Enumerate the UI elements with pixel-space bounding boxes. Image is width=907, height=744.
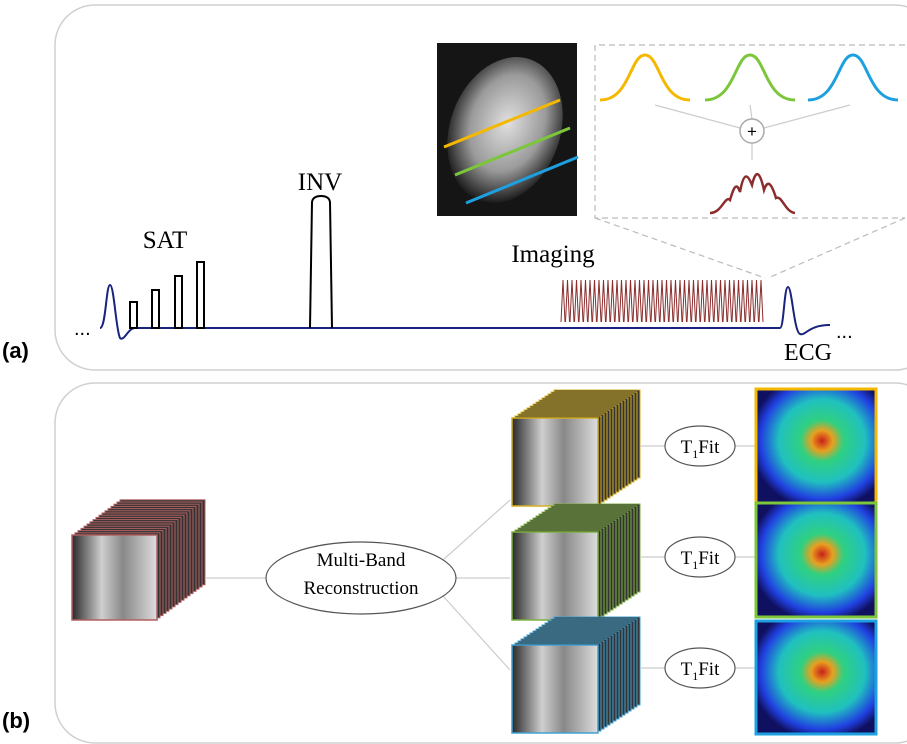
imaging-pulse [593,280,597,322]
imaging-pulse [660,280,664,322]
imaging-pulse [728,280,732,322]
panel-label: (a) [2,338,29,363]
imaging-pulse [579,280,583,322]
multiband-pulse [710,174,795,213]
imaging-pulse [570,280,574,322]
imaging-pulse [746,280,750,322]
t1fit-label: T1Fit [681,437,720,461]
figure: (a) ... ... SAT INV Imaging ECG + (b) Mu… [0,0,907,744]
reconstruction-label: Reconstruction [303,578,419,599]
imaging-pulses [561,280,763,322]
imaging-pulse [638,280,642,322]
ellipsis: ... [74,318,91,340]
imaging-pulse [719,280,723,322]
stack-frame [72,535,157,620]
inv-pulse [310,196,332,328]
imaging-pulse [647,280,651,322]
imaging-pulse [642,280,646,322]
imaging-pulse [651,280,655,322]
imaging-pulse [692,280,696,322]
ecg-trace [100,285,830,339]
imaging-pulse [584,280,588,322]
t1fit-suffix: Fit [698,659,720,680]
band-profiles [600,55,898,100]
t1fit-suffix: Fit [698,548,720,569]
zoom-box [595,45,905,278]
imaging-pulse [588,280,592,322]
imaging-pulse [597,280,601,322]
t1fit-label: T1Fit [681,659,720,683]
imaging-pulse [566,280,570,322]
reconstruction-label: Multi-Band [317,550,406,571]
imaging-pulse [755,280,759,322]
ecg-label: ECG [784,340,832,366]
imaging-pulse [633,280,637,322]
t1fit-symbol: T [681,659,693,680]
stack-frame [512,418,598,506]
imaging-pulse [759,280,763,322]
t1-maps [756,389,876,734]
sat-pulses [130,262,204,328]
t1fit-symbol: T [681,437,693,458]
imaging-pulse [737,280,741,322]
imaging-pulse [629,280,633,322]
imaging-pulse [602,280,606,322]
imaging-pulse [750,280,754,322]
imaging-pulse [575,280,579,322]
imaging-pulse [606,280,610,322]
t1fit-symbol: T [681,548,693,569]
imaging-pulse [683,280,687,322]
ellipsis: ... [836,321,853,343]
imaging-pulse [696,280,700,322]
imaging-pulse [741,280,745,322]
stack-frame [512,532,598,620]
sat-label: SAT [143,227,187,254]
imaging-pulse [701,280,705,322]
imaging-pulse [674,280,678,322]
panel-label: (b) [2,708,30,733]
imaging-pulse [561,280,565,322]
imaging-pulse [620,280,624,322]
t1fit-suffix: Fit [698,437,720,458]
sum-symbol: + [747,122,757,141]
imaging-label: Imaging [511,241,595,268]
imaging-pulse [723,280,727,322]
stack-frame [512,645,598,733]
mri-image [428,41,583,220]
imaging-pulse [687,280,691,322]
imaging-pulse [665,280,669,322]
imaging-pulse [669,280,673,322]
imaging-pulse [656,280,660,322]
imaging-pulse [714,280,718,322]
imaging-pulse [710,280,714,322]
imaging-pulse [611,280,615,322]
imaging-pulse [615,280,619,322]
inv-label: INV [298,169,342,196]
imaging-pulse [732,280,736,322]
imaging-pulse [678,280,682,322]
imaging-pulse [705,280,709,322]
t1fit-label: T1Fit [681,548,720,572]
imaging-pulse [624,280,628,322]
